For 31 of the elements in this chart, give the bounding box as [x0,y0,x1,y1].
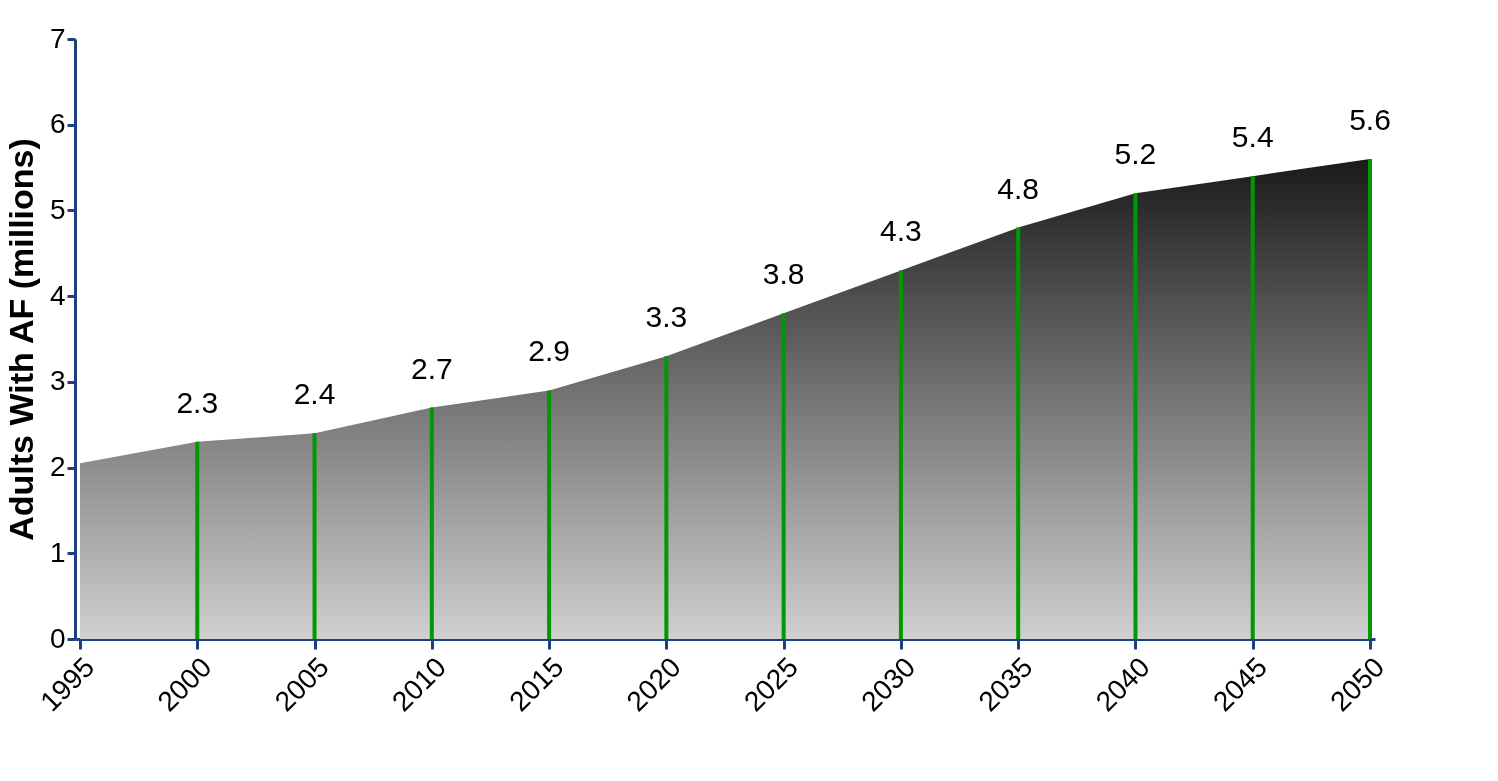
bar [429,407,434,639]
y-tick-label: 1 [49,536,66,568]
bar [312,433,317,639]
y-tick-label: 7 [49,22,66,54]
bar [1016,227,1021,639]
bar [1250,176,1255,639]
y-tick-label: 6 [49,108,66,140]
data-label: 2.4 [293,377,336,411]
data-label: 3.8 [762,257,805,291]
data-label: 3.3 [645,300,688,334]
data-label: 5.4 [1231,120,1274,154]
bar [664,356,669,639]
bar [781,313,786,639]
y-tick-label: 0 [49,622,66,654]
bar [195,441,200,639]
data-label: 5.6 [1349,103,1391,136]
y-tick-label: 4 [49,279,66,311]
bar [1368,159,1372,639]
y-axis-title: Adults With AF (millions) [1,138,40,541]
data-label: 5.2 [1114,137,1157,171]
data-label: 4.8 [997,171,1040,205]
y-tick-label: 5 [49,193,66,225]
y-tick-label: 2 [49,451,66,483]
data-label: 2.3 [176,385,219,419]
bar [547,390,552,639]
bar [1133,193,1138,639]
data-label: 4.3 [880,214,922,248]
bar [898,270,903,639]
data-label: 2.7 [410,351,453,385]
data-label: 2.9 [528,334,570,368]
y-tick-label: 3 [49,365,66,397]
